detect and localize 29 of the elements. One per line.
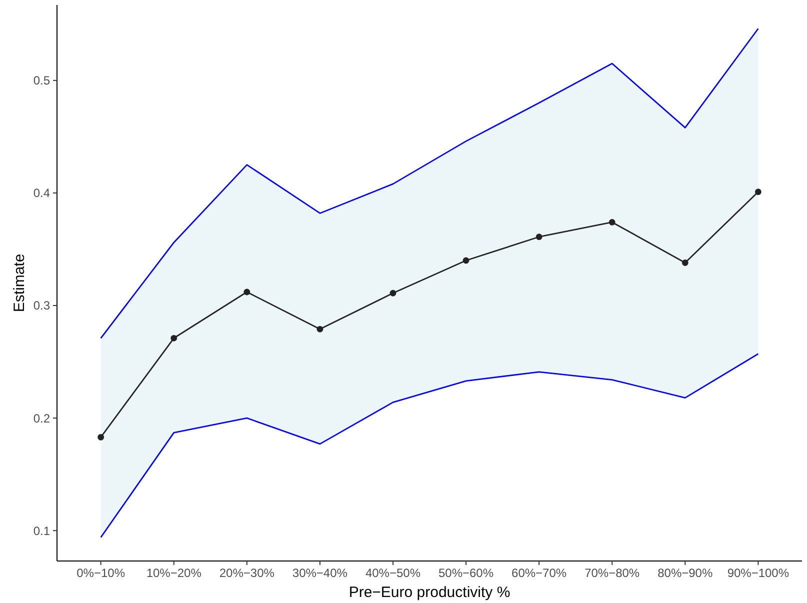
- point: [170, 334, 178, 342]
- x-tick-label: 60%−70%: [512, 566, 567, 580]
- y-axis-title: Estimate: [11, 254, 28, 312]
- point: [390, 290, 396, 296]
- point: [608, 219, 616, 226]
- point: [316, 326, 324, 332]
- line-series: [100, 28, 759, 339]
- y-tick-label: 0.2: [33, 411, 50, 426]
- x-axis-title: Pre−Euro productivity %: [348, 584, 510, 601]
- y-tick-label: 0.1: [33, 524, 50, 538]
- point: [462, 257, 470, 264]
- x-tick-label: 70%−80%: [584, 566, 640, 580]
- line-series: [100, 353, 759, 538]
- x-tick-label: 30%−40%: [292, 566, 348, 580]
- x-tick-label: 40%−50%: [365, 566, 421, 580]
- x-tick-label: 20%−30%: [219, 566, 275, 580]
- point: [754, 188, 762, 196]
- point: [682, 260, 688, 266]
- x-tick-label: 90%−100%: [727, 566, 790, 580]
- point: [536, 234, 542, 240]
- y-tick-label: 0.4: [33, 186, 50, 200]
- point: [244, 288, 250, 296]
- x-tick-label: 0%−10%: [76, 566, 126, 580]
- y-tick-label: 0.3: [33, 298, 50, 313]
- x-tick-label: 10%−20%: [146, 566, 202, 580]
- x-tick-label: 50%−60%: [438, 566, 494, 580]
- x-tick-label: 80%−90%: [658, 566, 713, 580]
- y-tick-label: 0.5: [33, 74, 50, 88]
- point: [98, 434, 104, 440]
